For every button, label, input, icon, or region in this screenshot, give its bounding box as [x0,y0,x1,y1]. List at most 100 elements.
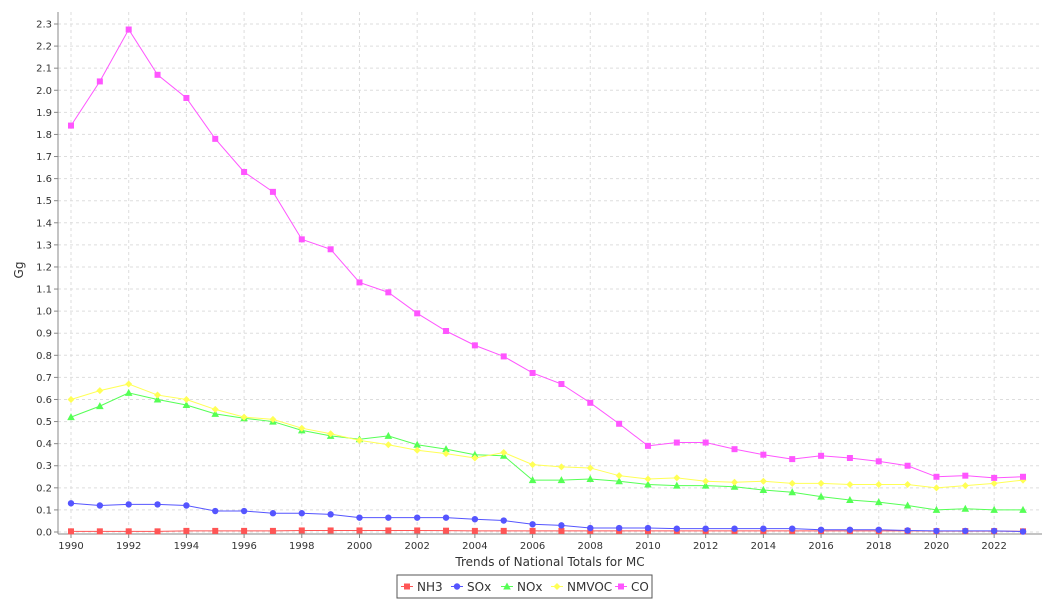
data-point-co [587,399,594,406]
data-point-co [68,122,74,129]
data-point-sox [644,524,652,532]
legend: NH3 SOx NOx NMVOC CO [396,574,653,599]
x-tick-label: 1990 [58,541,83,552]
data-point-nox [413,440,421,448]
y-tick-label: 1.5 [36,196,52,207]
data-point-nmvoc [788,479,796,487]
data-point-sox [67,500,75,507]
data-point-nmvoc [644,475,652,483]
y-tick-label: 1.8 [36,130,52,141]
legend-swatch-marker [618,583,624,590]
data-point-nh3 [298,527,305,534]
data-point-sox [327,511,334,518]
data-point-nox [384,431,393,439]
series-line-co [70,28,1024,479]
data-point-co [500,353,507,360]
legend-swatch-marker [503,582,511,590]
data-point-sox [615,524,623,532]
data-point-sox [413,514,421,521]
data-point-sox [990,527,998,535]
data-point-nmvoc [615,472,623,480]
data-point-nox [182,401,191,408]
data-point-co [241,168,248,175]
data-point-nh3 [68,528,74,535]
data-point-nox [961,504,970,512]
data-point-sox [125,501,132,508]
data-point-co [818,452,825,459]
x-tick-label: 2020 [924,541,949,552]
data-point-co [183,94,190,101]
data-point-nmvoc [269,415,277,423]
data-point-nox [730,482,739,490]
data-point-nmvoc [154,391,162,399]
legend-label: NOx [517,580,543,594]
data-point-co [991,474,998,481]
series-line-nh3 [71,529,1024,532]
data-point-nmvoc [990,479,998,487]
y-tick-label: 1.9 [36,108,52,119]
data-point-nox [788,488,797,496]
data-point-nox [1019,505,1027,513]
data-point-sox [298,510,305,517]
x-tick-label: 1998 [289,541,314,552]
data-point-co [443,328,450,335]
y-tick-label: 0.3 [36,461,52,472]
series-nmvoc [67,380,1027,492]
data-point-sox [789,525,796,532]
data-point-co [529,369,536,376]
data-point-nmvoc [413,446,421,454]
legend-box [396,574,653,599]
data-point-nh3 [414,527,421,534]
legend-swatch-marker [404,583,410,590]
data-point-nh3 [529,527,536,534]
data-point-nh3 [558,527,565,534]
x-tick-label: 2022 [981,541,1006,552]
data-point-nmvoc [875,481,883,489]
data-point-sox [587,524,594,532]
data-point-sox [760,525,767,532]
data-point-sox [731,525,738,532]
y-axis-title: Gg [12,262,26,279]
data-point-co [702,439,709,446]
x-tick-label: 2010 [635,541,660,552]
data-point-sox [846,526,854,533]
legend-label: NMVOC [567,580,612,594]
data-point-co [616,420,623,427]
data-point-co [558,381,565,388]
data-point-nh3 [269,527,276,534]
grid-lines [58,12,1042,534]
y-tick-label: 0.8 [36,351,52,362]
data-point-nox [701,481,710,489]
data-point-nmvoc [384,441,392,449]
data-point-co [471,342,478,349]
data-point-nh3 [471,527,478,534]
data-point-co [327,246,334,253]
data-point-sox [702,525,709,532]
y-tick-label: 1.2 [36,262,52,273]
data-point-nmvoc [702,477,710,485]
data-point-nmvoc [759,477,767,485]
x-tick-label: 2014 [751,541,776,552]
data-point-nmvoc [586,464,594,472]
data-point-co [846,455,853,462]
data-point-co [933,473,940,480]
legend-item-nox: NOx [501,580,543,594]
y-tick-label: 1.0 [36,307,52,318]
data-point-nh3 [443,527,450,534]
series-co [68,26,1026,481]
x-tick-label: 2012 [693,541,718,552]
data-point-co [414,310,421,317]
data-point-nh3 [327,527,334,534]
legend-item-nh3: NH3 [401,580,443,594]
data-point-co [356,279,363,286]
data-point-nmvoc [298,424,306,432]
y-tick-label: 1.7 [36,152,52,163]
data-point-co [673,439,680,446]
data-point-sox [558,522,565,529]
data-point-nmvoc [557,463,565,471]
x-tick-label: 2018 [866,541,891,552]
data-point-sox [673,525,681,532]
data-point-nox [471,450,479,458]
